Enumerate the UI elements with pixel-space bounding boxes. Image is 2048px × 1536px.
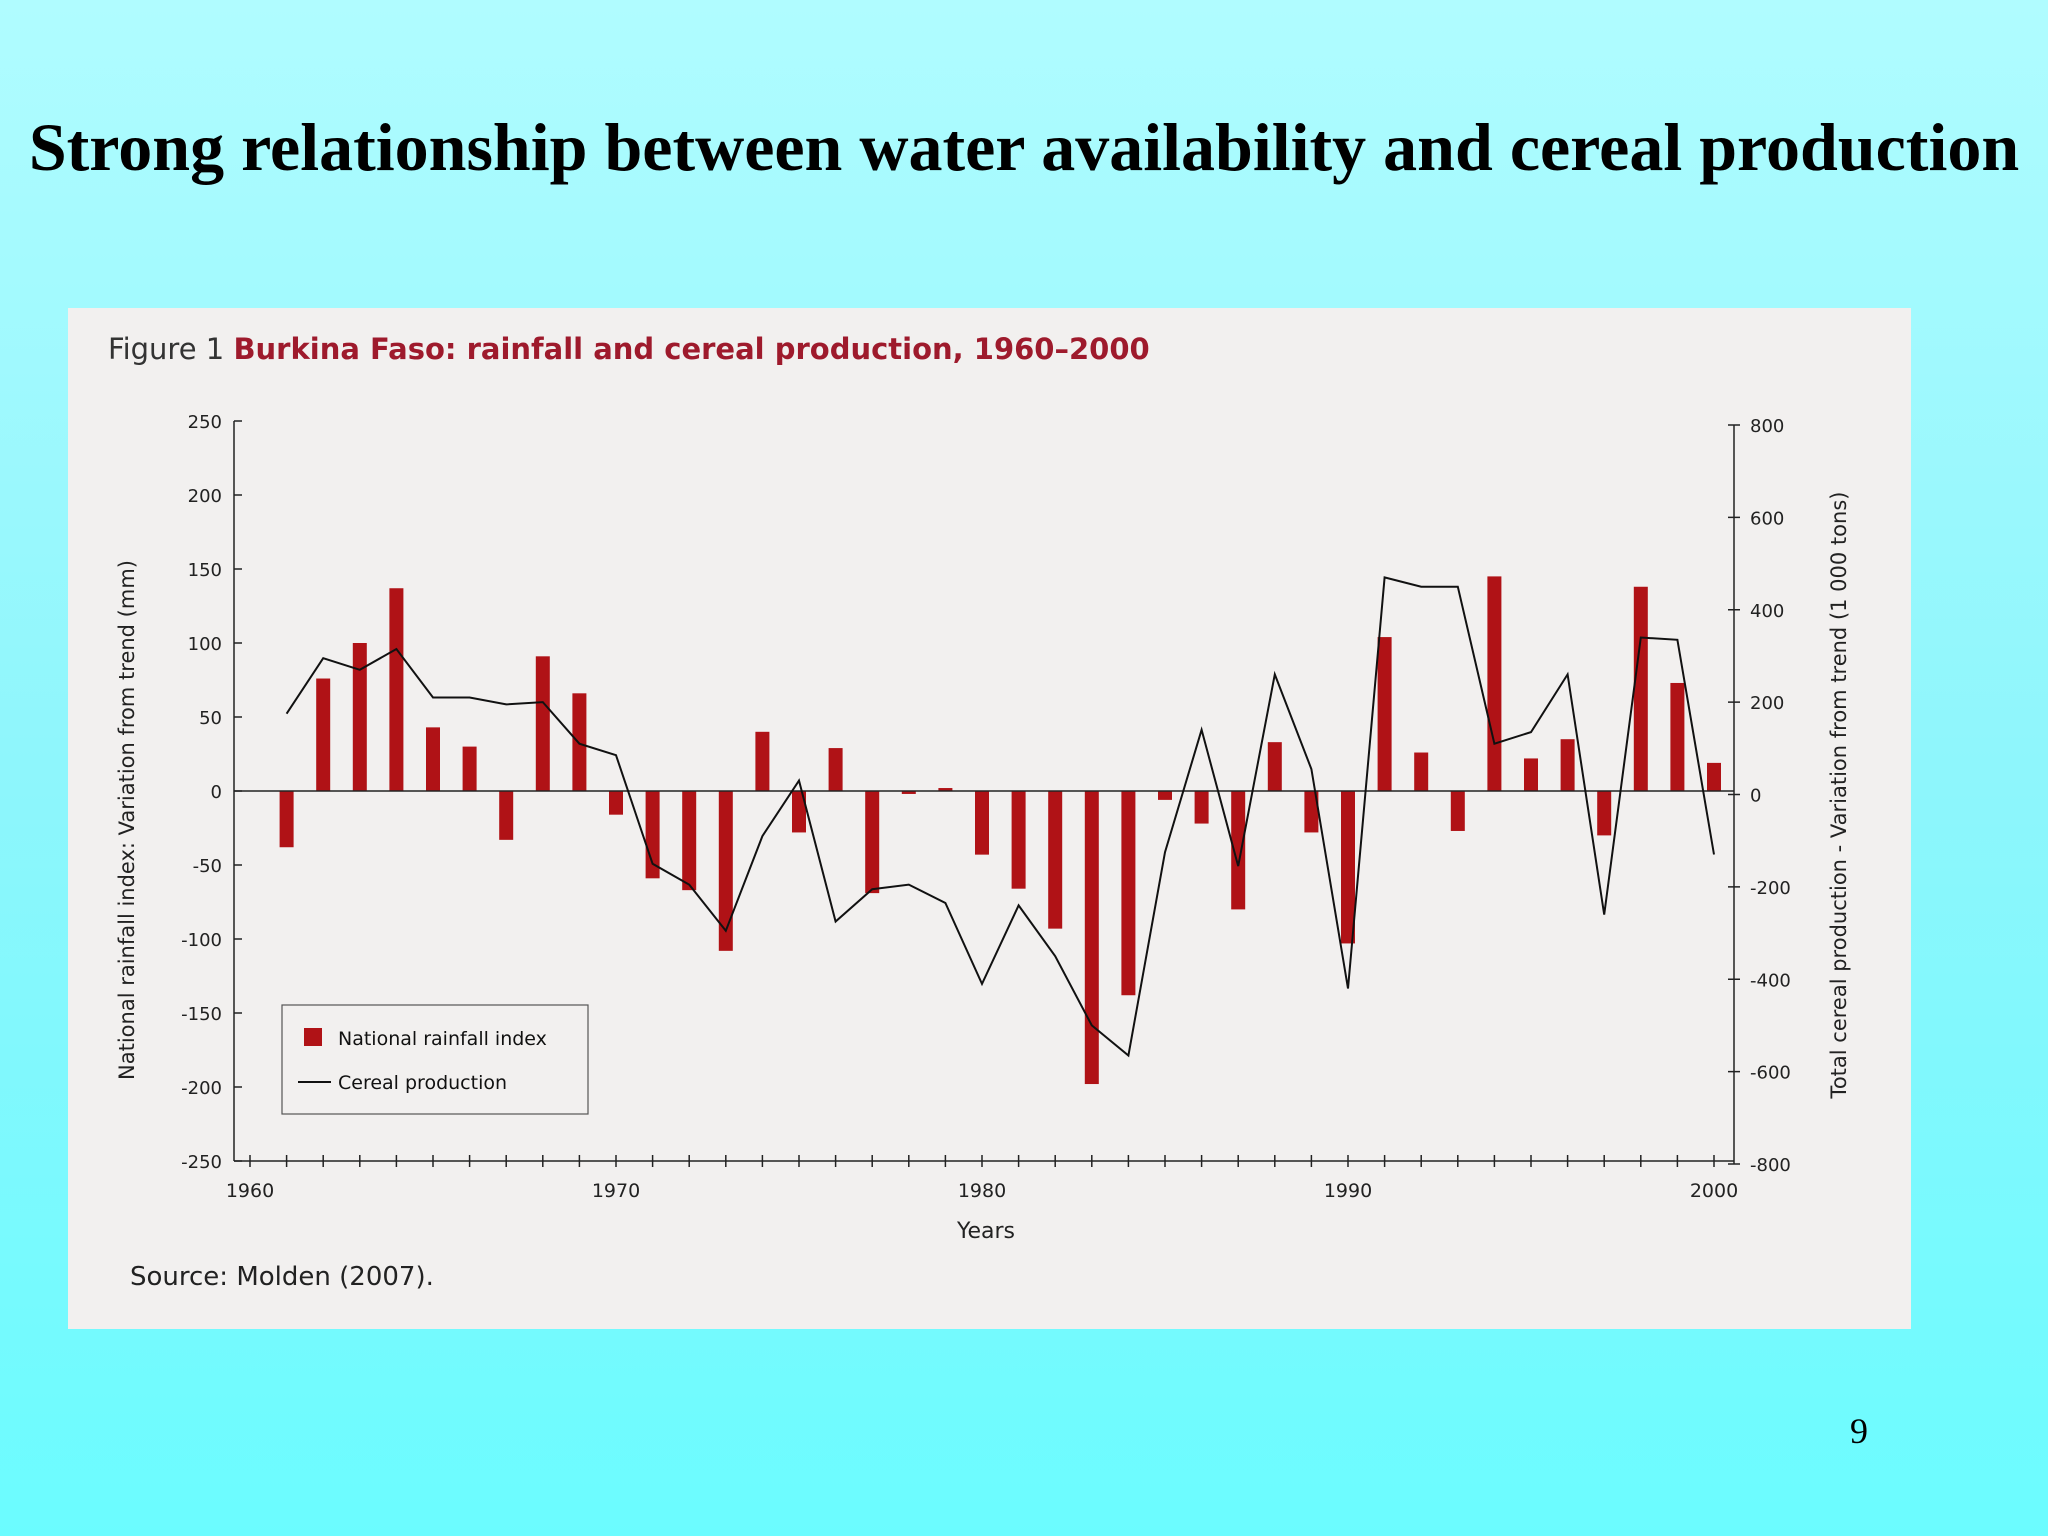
x-tick-label: 1980 [958, 1180, 1006, 1202]
bar-1967 [499, 791, 514, 840]
right-tick-label: -200 [1750, 878, 1791, 899]
right-axis-label: Total cereal production - Variation from… [1827, 492, 1851, 1100]
left-tick-label: -150 [181, 1004, 222, 1025]
bar-1970 [609, 791, 623, 815]
legend-label-cereal: Cereal production [338, 1072, 507, 1094]
left-tick-label: 50 [199, 708, 222, 729]
right-tick-label: -600 [1750, 1063, 1791, 1084]
bar-2000 [1707, 762, 1721, 791]
left-tick-label: -50 [193, 856, 222, 877]
left-tick-label: 150 [188, 560, 222, 581]
bar-1976 [828, 748, 843, 791]
bar-1997 [1597, 791, 1612, 836]
bar-1994 [1487, 576, 1502, 791]
bar-1966 [462, 746, 477, 791]
bar-1978 [901, 791, 916, 794]
bar-1993 [1450, 791, 1465, 831]
bar-1965 [426, 727, 440, 791]
bar-1987 [1231, 791, 1246, 910]
bar-1998 [1633, 586, 1648, 791]
legend-label-rainfall: National rainfall index [338, 1028, 547, 1050]
bar-1969 [572, 693, 587, 791]
x-tick-label: 2000 [1690, 1180, 1738, 1202]
right-tick-label: 400 [1750, 601, 1784, 622]
bar-1991 [1377, 637, 1392, 791]
bar-1989 [1304, 791, 1319, 833]
bar-1963 [352, 643, 367, 791]
bar-1986 [1194, 791, 1209, 824]
left-tick-label: -100 [181, 930, 222, 951]
legend-swatch-rainfall [304, 1028, 322, 1046]
right-tick-label: 800 [1750, 416, 1784, 437]
bar-1985 [1158, 791, 1172, 800]
chart-svg: 250 200 150 100 50 0 -50 -100 -150 -200 -250 800 60… [115, 412, 1851, 1244]
bar-1982 [1048, 791, 1063, 929]
bar-1975 [792, 791, 806, 833]
figure-label: Figure 1 [108, 332, 225, 366]
left-tick-label: 0 [211, 782, 222, 803]
right-axis-ticks: 800 600 400 200 0 -200 -400 -600 -800 [1728, 416, 1791, 1176]
bar-1972 [682, 791, 697, 891]
figure-panel: Figure 1 Burkina Faso: rainfall and cere… [68, 308, 1911, 1329]
bar-1980 [975, 791, 989, 855]
left-tick-label: -200 [181, 1078, 222, 1099]
bar-1968 [535, 656, 550, 791]
bar-1964 [389, 588, 404, 791]
bar-1962 [316, 678, 331, 791]
left-axis-label: National rainfall index: Variation from … [115, 560, 139, 1080]
x-axis-label: Years [956, 1219, 1015, 1244]
right-tick-label: 600 [1750, 508, 1784, 529]
bar-1961 [279, 791, 294, 848]
slide-title: Strong relationship between water availa… [28, 109, 2020, 185]
x-tick-label: 1990 [1324, 1180, 1372, 1202]
bar-1983 [1084, 791, 1099, 1085]
figure-title: Burkina Faso: rainfall and cereal produc… [233, 332, 1150, 366]
x-tick-label: 1960 [226, 1180, 274, 1202]
bar-1974 [755, 731, 770, 791]
figure-caption: Figure 1 Burkina Faso: rainfall and cere… [108, 332, 1150, 366]
x-tick-label: 1970 [592, 1180, 640, 1202]
left-tick-label: 100 [188, 634, 222, 655]
bar-1992 [1414, 752, 1429, 791]
line-series-cereal-production [285, 576, 1715, 1058]
left-axis-ticks: 250 200 150 100 50 0 -50 -100 -150 -200 -250 [181, 412, 242, 1173]
bar-1981 [1011, 791, 1026, 889]
right-tick-label: -400 [1750, 970, 1791, 991]
left-tick-label: -250 [181, 1152, 222, 1173]
bar-1996 [1560, 739, 1575, 791]
page-number: 9 [1850, 1411, 1868, 1451]
bar-1988 [1267, 742, 1282, 791]
bar-1971 [645, 791, 660, 879]
left-tick-label: 200 [188, 486, 222, 507]
left-tick-label: 250 [188, 412, 222, 433]
x-axis-ticks: 1960 1970 1980 1990 2000 [226, 1155, 1738, 1202]
right-tick-label: 200 [1750, 693, 1784, 714]
bar-1990 [1341, 791, 1355, 944]
figure-source: Source: Molden (2007). [130, 1262, 434, 1292]
right-tick-label: 0 [1750, 786, 1761, 807]
bar-1973 [718, 791, 733, 951]
bar-series-rainfall [279, 576, 1721, 1085]
bar-1977 [865, 791, 880, 894]
legend: National rainfall index Cereal productio… [281, 1004, 589, 1115]
bar-1999 [1670, 682, 1685, 791]
bar-1995 [1524, 758, 1538, 791]
right-tick-label: -800 [1750, 1155, 1791, 1176]
bar-1979 [938, 788, 953, 791]
bar-1984 [1121, 791, 1136, 996]
legend-box [281, 1004, 589, 1115]
